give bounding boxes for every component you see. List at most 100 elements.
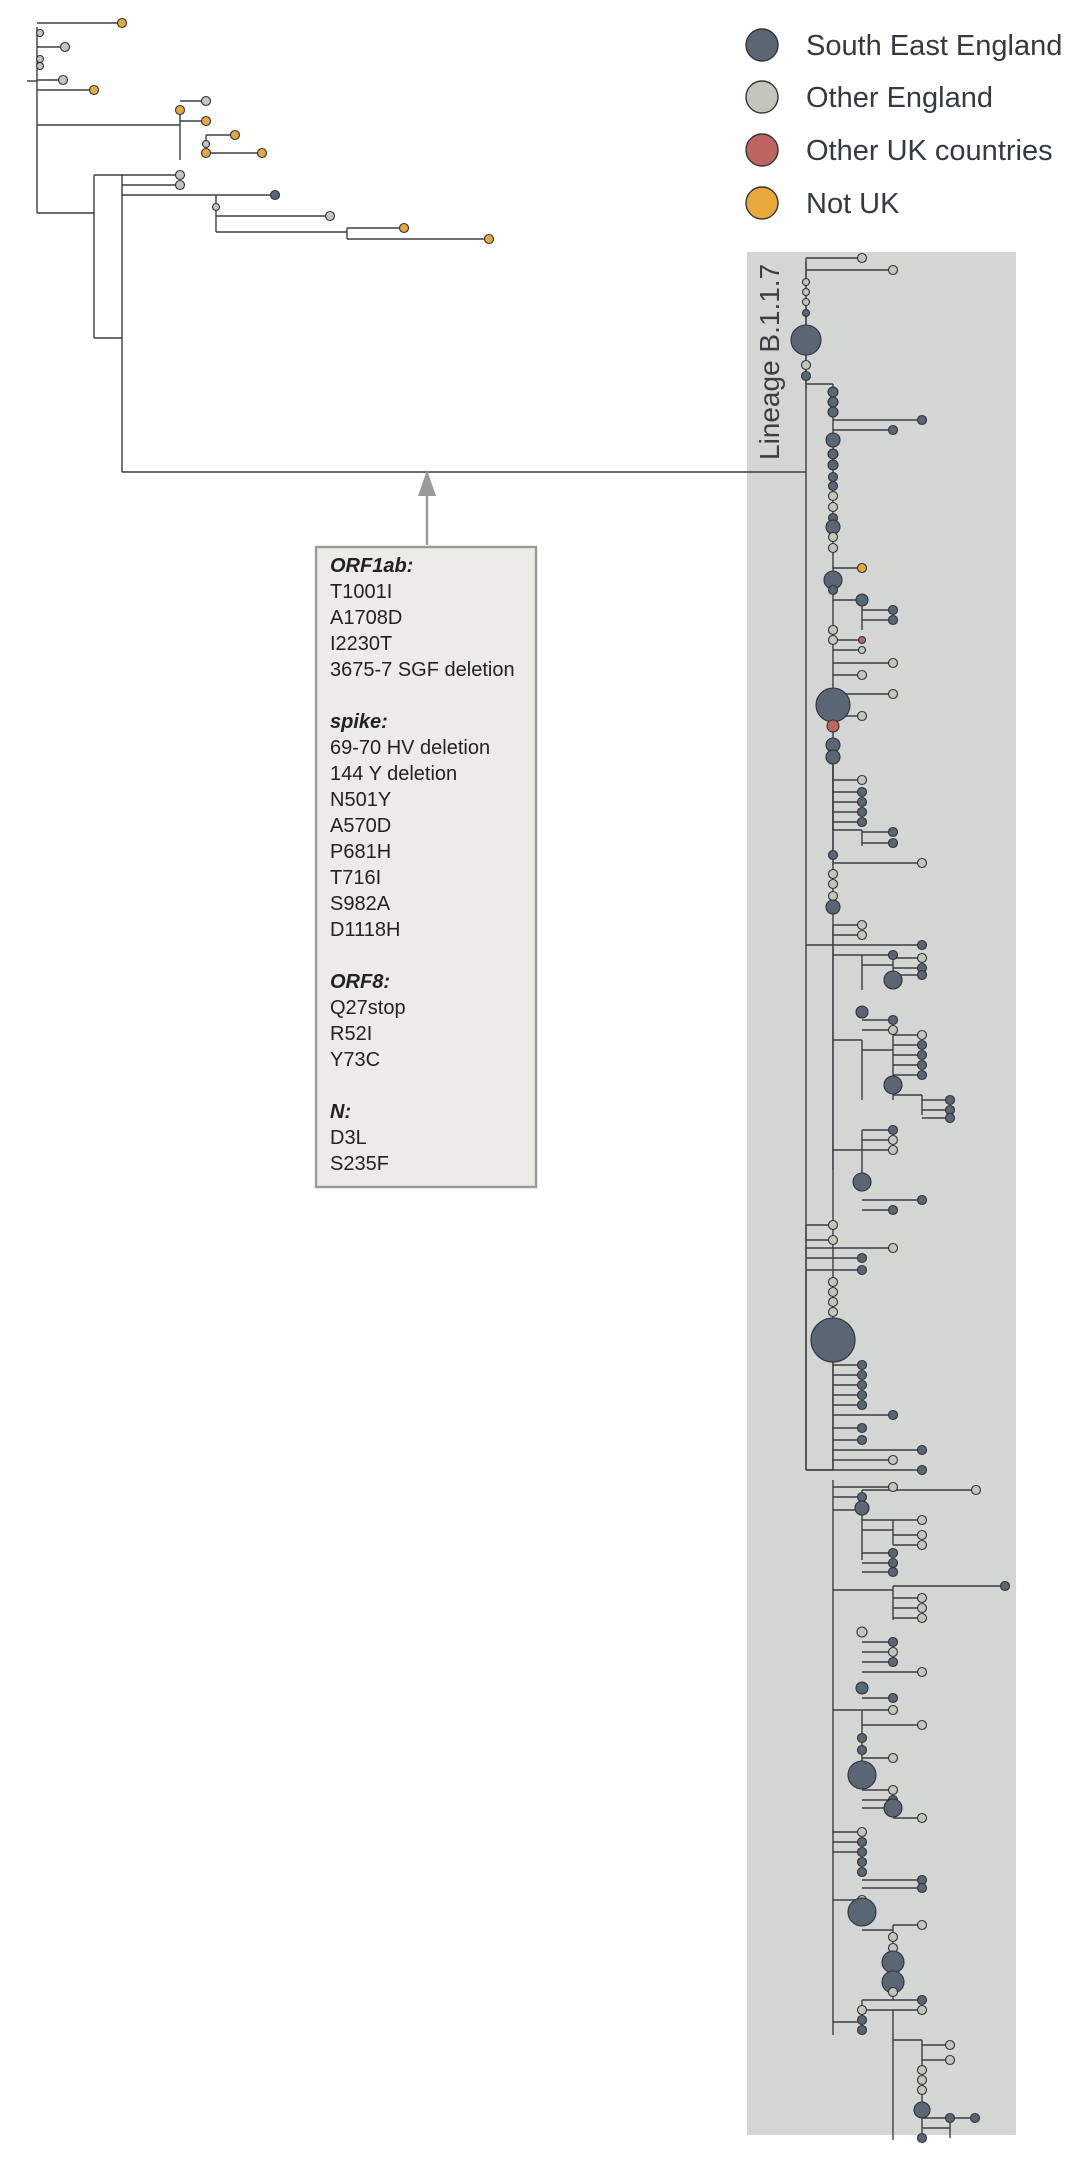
mutation-item: A570D [330,815,391,837]
tree-node [856,1626,868,1638]
tree-node [857,635,867,645]
tree-node [944,2112,956,2124]
tree-node [887,1024,899,1036]
tree-node [916,1612,928,1624]
tree-node [856,1836,868,1848]
tree-node [57,74,69,86]
tree-node [59,41,71,53]
tree-node [916,939,928,951]
mutation-box: ORF1ab: T1001I A1708D I2230T 3675-7 SGF dele… [314,545,538,1189]
tree-node [856,710,868,722]
tree-node [916,952,928,964]
tree-node [35,61,45,71]
tree-node [916,1882,928,1894]
tree-node [887,264,899,276]
tree-node [827,480,839,492]
tree-node [856,562,868,574]
tree-node [887,1124,899,1136]
tree-node [825,519,841,535]
mutation-item: I2230T [330,633,392,655]
lineage-label: Lineage B.1.1.7 [754,264,785,460]
tree-node [35,28,45,38]
mutation-arrow [418,470,436,545]
tree-node [825,899,841,915]
tree-node [969,2112,981,2124]
tree-node [856,816,868,828]
tree-node [856,1434,868,1446]
tree-node [883,970,903,990]
tree-node [856,1866,868,1878]
tree-node [856,1359,868,1371]
tree-node [200,147,212,159]
tree-node [827,634,839,646]
tree-node [815,687,851,723]
tree-node [887,614,899,626]
tree-node [887,1566,899,1578]
tree-node [825,749,841,765]
legend-swatch [745,133,779,167]
tree-node [887,1454,899,1466]
tree-node [174,104,186,116]
tree-node [887,826,899,838]
legend-label: Not UK [806,188,900,220]
tree-node [855,593,869,607]
mutation-item: D3L [330,1127,367,1149]
tree-node [916,1059,928,1071]
tree-node [856,1491,868,1503]
tree-node [827,624,839,636]
tree-node [483,233,495,245]
mutation-item: T716I [330,867,381,889]
tree-node [827,501,839,513]
legend-label: South East England [806,30,1062,62]
tree-node [211,202,221,212]
tree-node [856,1399,868,1411]
tree-node [827,890,839,902]
tree-node [916,2064,928,2076]
tree-node [856,2024,868,2036]
tree-node [916,1069,928,1081]
mutation-item: 144 Y deletion [330,763,457,785]
tree-node [916,857,928,869]
mutation-item: D1118H [330,919,400,941]
tree-node [827,849,839,861]
tree-node [856,252,868,264]
tree-node [827,1306,839,1318]
mutation-item: Y73C [330,1049,380,1071]
tree-node [916,1464,928,1476]
mutation-list: ORF1ab: T1001I A1708D I2230T 3675-7 SGF dele… [330,555,515,1175]
tree-node [827,868,839,880]
tree-nodes [35,17,1011,2144]
tree-node [916,969,928,981]
tree-node [847,1760,877,1790]
tree-node [827,406,839,418]
legend-label: Other England [806,82,993,114]
tree-node [826,719,840,733]
mutation-item: 3675-7 SGF deletion [330,659,515,681]
tree-node [856,1856,868,1868]
tree-node [916,2132,928,2144]
tree-node [887,1656,899,1668]
tree-node [916,1919,928,1931]
tree-node [855,1005,869,1019]
tree-node [398,222,410,234]
tree-node [854,1500,870,1516]
tree-node [801,308,811,318]
tree-node [827,386,839,398]
tree-node [800,370,812,382]
tree-node [887,1636,899,1648]
tree-node [856,2014,868,2026]
tree-node [856,1252,868,1264]
tree-node [887,657,899,669]
tree-node [916,1049,928,1061]
tree-node [827,878,839,890]
tree-node [827,1286,839,1298]
tree-node [887,604,899,616]
tree-node [856,919,868,931]
tree-node [944,1094,956,1106]
tree-node [916,1529,928,1541]
tree-node [887,837,899,849]
mutation-item: S235F [330,1153,389,1175]
tree-node [916,1602,928,1614]
tree-node [916,1514,928,1526]
